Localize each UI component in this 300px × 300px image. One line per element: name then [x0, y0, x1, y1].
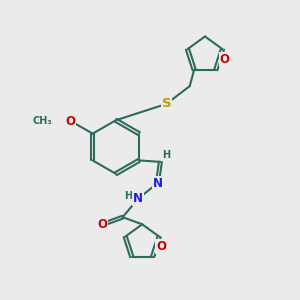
Text: H: H [162, 150, 170, 161]
Text: CH₃: CH₃ [33, 116, 52, 126]
Text: O: O [220, 53, 230, 66]
Text: S: S [161, 98, 171, 110]
Text: N: N [152, 177, 162, 190]
Text: O: O [98, 218, 107, 231]
Text: N: N [133, 192, 143, 205]
Text: O: O [65, 115, 75, 128]
Text: H: H [124, 191, 132, 201]
Text: O: O [156, 240, 166, 253]
